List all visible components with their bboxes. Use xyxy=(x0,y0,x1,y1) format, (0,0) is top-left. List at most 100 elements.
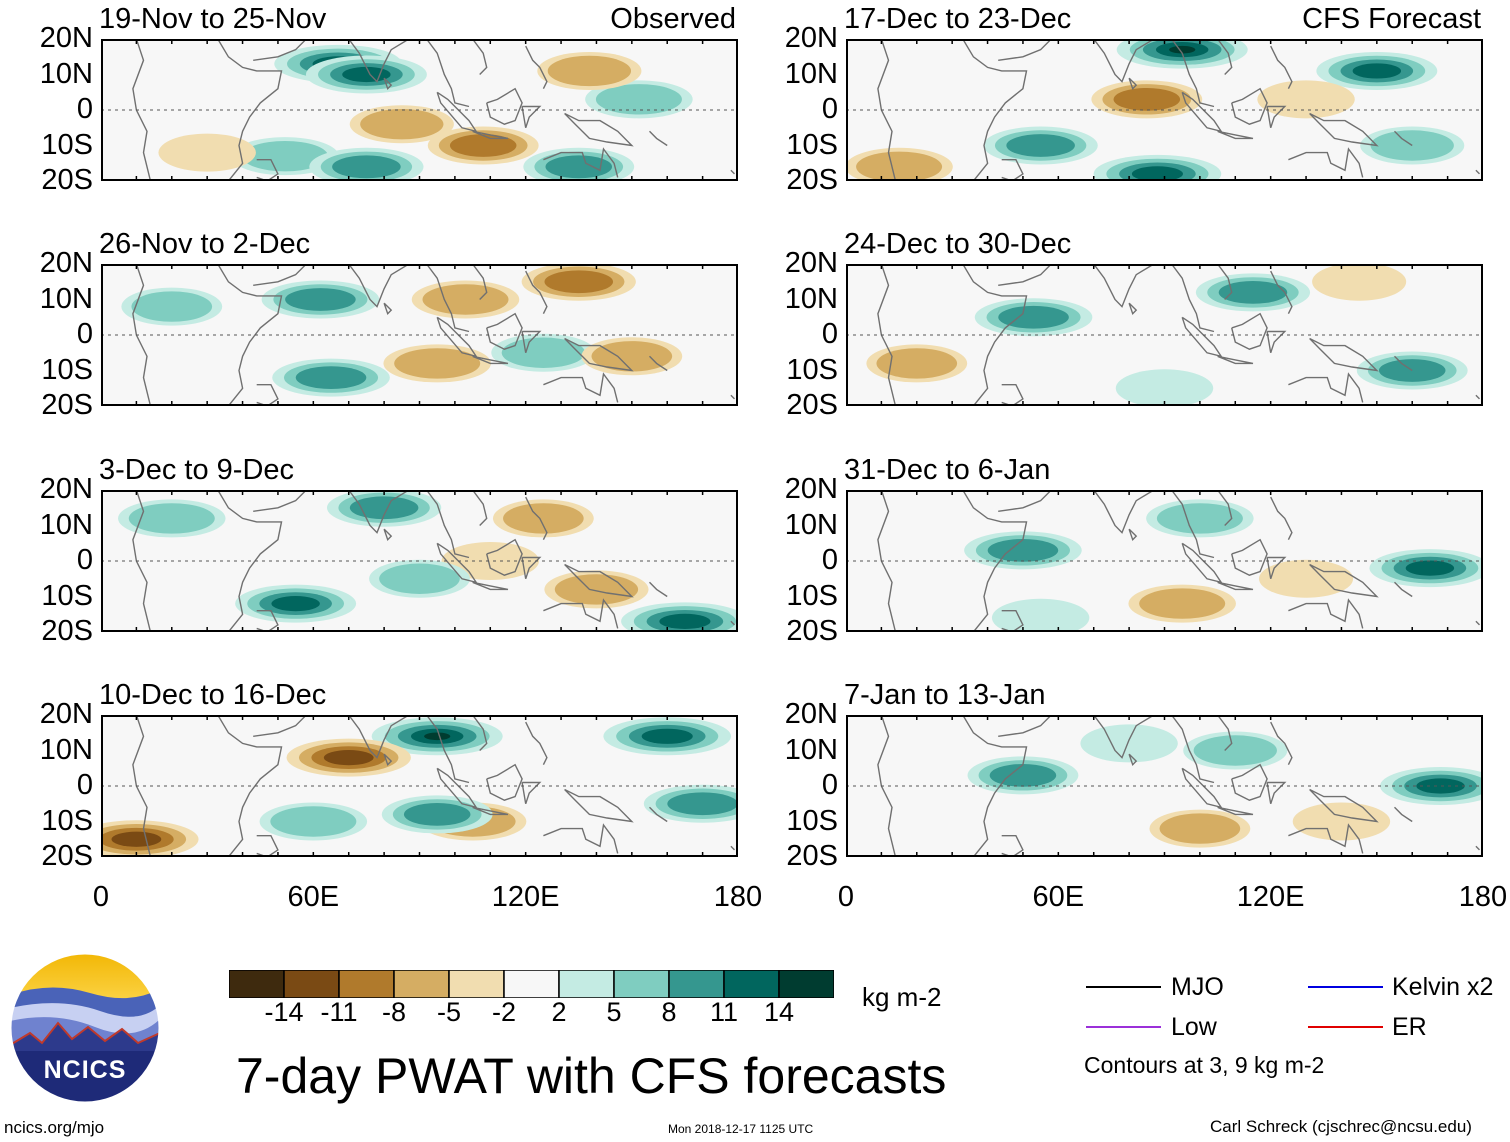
lat-tick-label: 10S xyxy=(786,579,838,612)
anomaly-blob-5-level-0 xyxy=(1259,559,1354,598)
lat-tick-label: 0 xyxy=(821,93,838,125)
pwat-map-7 xyxy=(846,715,1483,857)
coastline-5 xyxy=(1128,77,1138,91)
anomaly-blob-3-level-1 xyxy=(503,503,584,534)
colorbar-swatch-4 xyxy=(448,969,505,999)
lat-tick-label: 20S xyxy=(786,615,838,647)
coastline-3 xyxy=(253,715,307,737)
lat-tick-label: 10N xyxy=(784,733,838,766)
anomaly-blob-1-level-2 xyxy=(989,763,1057,787)
coastline-14 xyxy=(1288,598,1364,629)
anomaly-blob-2-level-1 xyxy=(501,337,586,368)
lat-tick-label: 0 xyxy=(821,544,838,576)
anomaly-blob-3-level-1 xyxy=(876,348,958,379)
lat-tick-label: 0 xyxy=(821,769,838,801)
lat-tick-label: 20N xyxy=(39,698,93,730)
anomaly-blob-1-level-3 xyxy=(1405,560,1455,576)
lon-tick-label: 0 xyxy=(92,881,110,913)
coastline-10 xyxy=(521,105,542,129)
coastline-9 xyxy=(1231,538,1268,576)
coastline-10 xyxy=(521,781,542,805)
coastline-17 xyxy=(1475,169,1480,175)
lon-tick-label: 120E xyxy=(491,881,560,913)
anomaly-blob-0-level-2 xyxy=(285,288,356,311)
anomaly-blob-8-level-2 xyxy=(449,134,517,157)
coastline-17 xyxy=(730,845,735,851)
anomaly-blob-1-level-3 xyxy=(641,728,693,744)
footer-timestamp: Mon 2018-12-17 1125 UTC xyxy=(668,1122,814,1136)
coastline-3 xyxy=(253,39,307,61)
coastline-6 xyxy=(426,264,470,333)
colorbar-swatch-8 xyxy=(668,969,725,999)
anomaly-blob-5-level-1 xyxy=(595,84,682,115)
map-panel-4 xyxy=(101,715,738,857)
lat-tick-label: 10N xyxy=(784,508,838,541)
coastline-17 xyxy=(730,169,735,175)
pwat-map-4 xyxy=(846,39,1483,181)
footer-url[interactable]: ncics.org/mjo xyxy=(4,1118,105,1137)
coastline-1 xyxy=(217,264,283,406)
legend-label-kelvin: Kelvin x2 xyxy=(1392,973,1494,1001)
anomaly-blob-4-level-1 xyxy=(1370,130,1454,161)
coastline-3 xyxy=(998,715,1052,737)
anomaly-blob-3-level-2 xyxy=(332,155,401,179)
coastline-15 xyxy=(1394,355,1413,372)
anomaly-blob-4-level-0 xyxy=(991,598,1090,632)
colorbar-swatch-2 xyxy=(338,969,395,999)
map-panel-3 xyxy=(101,490,738,632)
pwat-map-5 xyxy=(846,264,1483,406)
coastline-11 xyxy=(1270,270,1293,315)
coastline-13 xyxy=(564,563,634,598)
coastline-4 xyxy=(338,715,410,759)
coastline-5 xyxy=(1128,302,1138,316)
anomaly-blob-7-level-1 xyxy=(379,563,460,594)
lon-tick-label: 120E xyxy=(1236,881,1305,913)
coastline-10 xyxy=(1266,330,1287,354)
coastline-12 xyxy=(472,39,488,75)
legend-lines xyxy=(1086,986,1383,1028)
coastline-1 xyxy=(962,39,1028,181)
anomaly-blob-9-level-0 xyxy=(158,133,256,172)
coastline-11 xyxy=(525,270,548,315)
lat-tick-label: 20S xyxy=(41,840,93,872)
coastline-8 xyxy=(472,355,509,365)
coastline-12 xyxy=(1217,715,1233,751)
colorbar-tick-label: -5 xyxy=(436,997,461,1027)
anomaly-blob-2-level-1 xyxy=(242,140,329,172)
lon-tick-label: 60E xyxy=(287,881,340,913)
lat-tick-label: 10S xyxy=(786,128,838,161)
coastline-17 xyxy=(1475,394,1480,400)
coastline-4 xyxy=(1083,490,1155,534)
coastline-10 xyxy=(1266,105,1287,129)
pwat-map-1 xyxy=(101,264,738,406)
panel-period-title: 17-Dec to 23-Dec xyxy=(844,3,1072,35)
anomaly-blob-7-level-1 xyxy=(131,291,213,322)
lat-tick-label: 20S xyxy=(786,840,838,872)
anomaly-blob-6-level-1 xyxy=(591,341,673,372)
anomaly-blob-3-level-1 xyxy=(1159,813,1241,844)
anomaly-blob-2-level-2 xyxy=(667,792,738,816)
coastline-6 xyxy=(426,39,470,108)
anomaly-blob-4-level-0 xyxy=(1312,264,1407,301)
coastline-10 xyxy=(1266,556,1287,580)
panel-period-title: 3-Dec to 9-Dec xyxy=(99,454,295,486)
colorbar-swatch-7 xyxy=(613,969,670,999)
lat-tick-label: 20N xyxy=(784,22,838,54)
coastline-3 xyxy=(998,264,1052,286)
coastline-5 xyxy=(383,302,393,316)
coastline-10 xyxy=(521,556,542,580)
lat-tick-label: 10S xyxy=(41,353,93,386)
colorbar-tick-label: 5 xyxy=(606,997,622,1027)
lon-tick-label: 60E xyxy=(1032,881,1085,913)
anomaly-blob-2-level-3 xyxy=(659,613,711,629)
coastline-8 xyxy=(472,581,509,591)
coastline-12 xyxy=(472,490,488,526)
coastline-3 xyxy=(998,39,1052,61)
lat-tick-label: 0 xyxy=(76,318,93,350)
coastline-14 xyxy=(1288,823,1364,854)
ncics-logo: NCICS xyxy=(10,953,160,1103)
lon-tick-label: 180 xyxy=(1458,881,1508,913)
lat-tick-label: 20S xyxy=(41,389,93,421)
anomaly-blob-5-level-0 xyxy=(1257,80,1355,119)
lon-tick-label: 180 xyxy=(713,881,763,913)
